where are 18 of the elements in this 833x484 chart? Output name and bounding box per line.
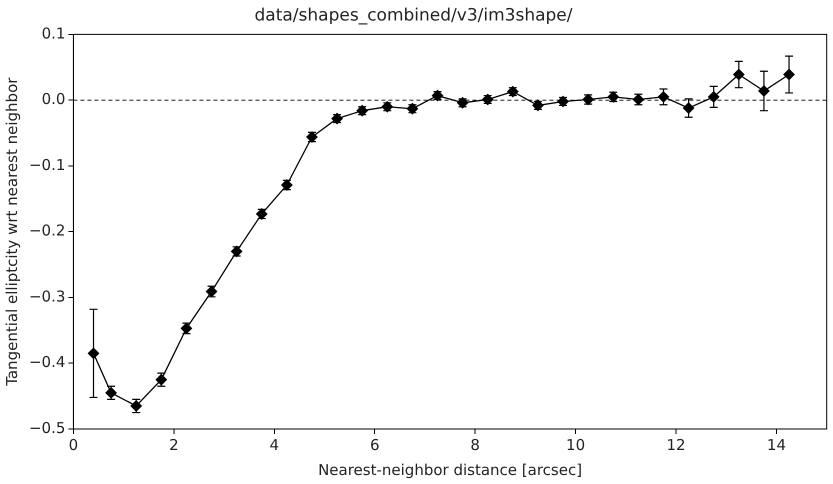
y-axis-title: Tangential elliptcity wrt nearest neighbor [2,76,21,387]
x-tick-label: 0 [68,436,78,454]
y-tick-label: 0.0 [42,90,66,108]
y-tick-label: −0.3 [28,287,66,306]
chart-title: data/shapes_combined/v3/im3shape/ [254,6,573,26]
x-tick-label: 8 [470,436,480,454]
x-tick-label: 14 [766,436,786,454]
y-tick-label: −0.2 [28,222,66,240]
x-tick-label: 12 [666,436,686,454]
x-tick-label: 4 [270,436,280,454]
y-tick-label: −0.1 [28,156,66,174]
x-tick-label: 10 [566,436,586,454]
x-axis-title: Nearest-neighbor distance [arcsec] [318,460,582,479]
x-tick-label: 6 [370,436,380,454]
y-tick-label: 0.1 [42,24,66,42]
y-tick-label: −0.5 [28,418,66,437]
x-tick-label: 2 [169,436,179,454]
y-tick-label: −0.4 [28,353,66,372]
